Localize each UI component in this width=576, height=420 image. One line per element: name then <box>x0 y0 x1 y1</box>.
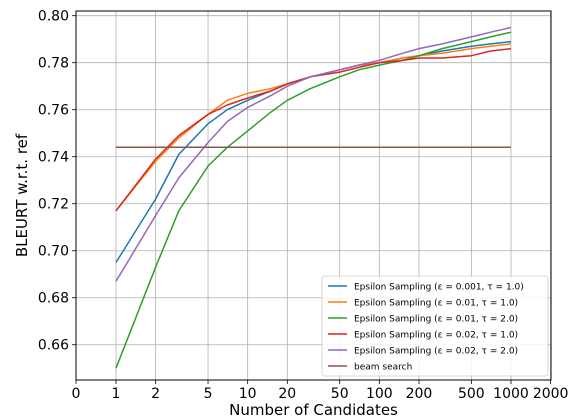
x-tick-label: 1 <box>112 386 121 402</box>
series-line-4 <box>115 47 512 212</box>
x-tick-label: 500 <box>458 386 485 402</box>
x-tick-label: 20 <box>278 386 296 402</box>
x-axis-title: Number of Candidates <box>229 401 398 419</box>
y-tick-label: 0.68 <box>38 291 69 307</box>
y-tick-label: 0.74 <box>38 150 69 166</box>
legend-label: Epsilon Sampling (ε = 0.02, τ = 1.0) <box>354 331 518 341</box>
x-tick-label: 1000 <box>493 386 529 402</box>
legend-box <box>321 275 549 377</box>
x-tick-label: 0 <box>72 386 81 402</box>
x-axis-ticks: 0 1 2 5 10 20 50 100 200 500 1000 2000 <box>72 380 569 402</box>
series-line-5 <box>115 26 512 282</box>
plot-frame <box>75 10 552 381</box>
y-tick-label: 0.70 <box>38 244 69 260</box>
x-tick-label: 10 <box>239 386 257 402</box>
y-axis-title: BLEURT w.r.t. ref <box>13 133 31 257</box>
legend-label: Epsilon Sampling (ε = 0.01, τ = 2.0) <box>354 315 518 325</box>
legend: Epsilon Sampling (ε = 0.001, τ = 1.0) Eps… <box>321 275 549 377</box>
x-tick-label: 5 <box>204 386 213 402</box>
x-tick-label: 200 <box>406 386 433 402</box>
x-tick-label: 2000 <box>533 386 569 402</box>
y-tick-label: 0.66 <box>38 338 69 354</box>
legend-label: beam search <box>354 363 412 373</box>
legend-label: Epsilon Sampling (ε = 0.001, τ = 1.0) <box>354 283 524 293</box>
y-tick-label: 0.80 <box>38 9 69 25</box>
x-tick-label: 2 <box>151 386 160 402</box>
x-tick-label: 100 <box>366 386 393 402</box>
legend-label: Epsilon Sampling (ε = 0.02, τ = 2.0) <box>354 347 518 357</box>
y-tick-label: 0.78 <box>38 56 69 72</box>
x-tick-label: 50 <box>331 386 349 402</box>
series-layer <box>115 26 512 369</box>
series-line-3 <box>115 31 512 369</box>
legend-label: Epsilon Sampling (ε = 0.01, τ = 1.0) <box>354 299 518 309</box>
y-tick-label: 0.76 <box>38 103 69 119</box>
y-tick-label: 0.72 <box>38 197 69 213</box>
y-axis-ticks: 0.66 0.68 0.70 0.72 0.74 0.76 0.78 0.80 <box>38 9 76 354</box>
